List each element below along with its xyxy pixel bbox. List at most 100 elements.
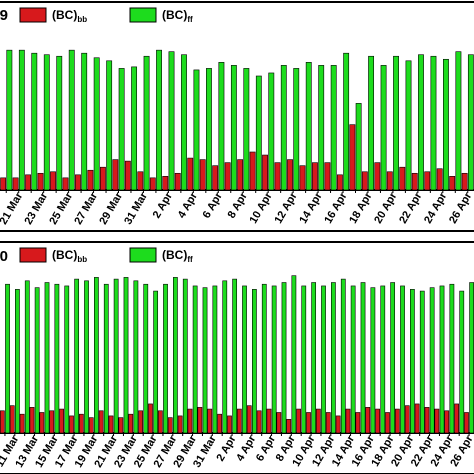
bar-ff [255,75,262,191]
bar-bb [286,419,292,434]
bar-ff [252,289,257,434]
x-tick-label: 2 Apr [151,190,176,221]
bar-bb [108,415,114,434]
bar-ff [430,55,437,191]
bar-bb [78,413,84,434]
bar-bb [118,417,124,434]
bar-ff [443,58,449,191]
bar-bb [174,172,181,191]
bar-bb [394,408,400,434]
bar-ff [370,287,376,434]
bar-ff [74,278,80,434]
bar-ff [131,66,138,191]
bar-bb [124,160,131,191]
legend-swatch-ff [129,7,157,23]
bar-ff [118,68,125,191]
bar-bb [262,154,268,191]
bar-bb [12,177,19,191]
bar-ff [206,68,212,191]
x-tick-label: 10 Apr [247,190,275,226]
bar-ff [182,278,188,434]
bar-bb [249,151,256,191]
bar-ff [81,52,88,191]
bar-bb [29,407,35,434]
bar-ff [103,283,109,434]
bar-bb [138,410,143,434]
bar-ff [243,68,250,191]
bar-bb [444,410,450,434]
bar-ff [93,57,100,191]
bar-bb [414,403,420,434]
legend-swatch-bb [19,7,47,23]
bar-bb [464,412,469,434]
legend-swatch-bb [19,247,47,263]
bar-bb [167,417,173,434]
bar-bb [19,413,25,434]
legend-label-bb: (BC)bb [52,248,87,264]
bar-ff [193,69,200,191]
bar-ff [202,287,208,434]
bar-ff [143,283,149,434]
bar-bb [224,162,231,191]
bar-bb [361,171,368,191]
panel-label: 9 [0,7,8,24]
bar-bb [98,410,104,434]
bar-ff [94,277,99,434]
bar-ff [163,283,168,434]
bar-bb [411,172,418,191]
bar-ff [31,52,38,191]
bar-ff [143,55,150,191]
bar-ff [106,60,113,191]
bar-ff [232,278,238,434]
bar-ff [469,282,474,434]
bar-ff [467,54,474,191]
bar-ff [113,278,119,434]
bar-ff [43,54,50,191]
bar-ff [459,290,465,434]
bar-ff [390,282,396,434]
bar-bb [345,408,351,434]
bar-ff [261,283,267,434]
bar-bb [312,162,318,191]
bar-bb [315,408,321,434]
x-tick-label: 12 Apr [272,190,300,226]
bar-bb [37,172,44,191]
bar-bb [187,157,194,191]
bar-bb [424,407,430,434]
bar-ff [230,65,237,191]
bar-bb [62,177,69,191]
bar-ff [34,287,40,434]
bar-bb [0,410,5,434]
bar-bb [349,124,356,191]
bar-ff [281,282,287,434]
bar-ff [318,65,325,191]
bar-bb [137,171,144,191]
bar-ff [56,55,63,191]
bar-bb [236,408,242,434]
bar-ff [212,285,218,434]
bar-bb [157,410,163,434]
bar-bb [424,171,431,191]
bar-ff [293,68,300,191]
bar-ff [330,65,337,191]
bar-bb [128,413,134,434]
panel-label: 0 [0,248,8,265]
bar-ff [173,277,178,434]
bar-bb [449,176,456,191]
bar-ff [133,280,139,434]
bar-bb [237,159,244,191]
bar-bb [246,405,252,434]
bar-ff [218,62,225,191]
bar-bb [399,166,406,191]
bar-ff [449,283,455,434]
bar-bb [227,415,232,434]
bar-bb [75,174,81,191]
bar-ff [6,49,13,191]
x-tick-label: 4 Apr [176,190,201,221]
bar-ff [380,285,386,434]
x-tick-label: 6 Apr [201,190,226,221]
bar-ff [168,51,175,191]
bar-ff [340,278,346,434]
x-tick-label: 14 Apr [297,190,325,226]
